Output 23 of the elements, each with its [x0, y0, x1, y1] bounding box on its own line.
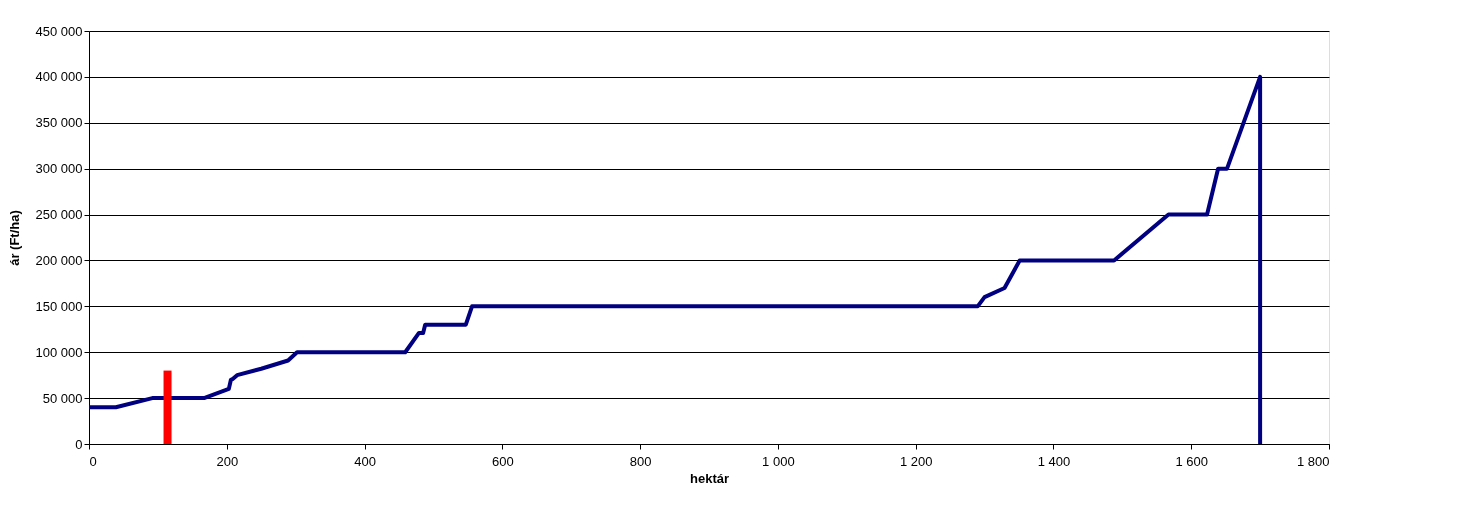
x-tick-label: 1 000	[762, 453, 795, 469]
x-tick-label: 400	[354, 453, 376, 469]
x-tick-label: 1 400	[1037, 453, 1071, 469]
y-tick-label: 400 000	[35, 69, 83, 85]
x-tick-label: 1 600	[1175, 453, 1208, 469]
line-series	[87, 74, 1263, 446]
y-tick-label: 450 000	[35, 23, 83, 39]
y-tick-label: 250 000	[35, 207, 83, 223]
y-tick-label: 50 000	[42, 390, 83, 406]
y-tick-label: 350 000	[35, 115, 83, 131]
x-tick-label: 600	[491, 453, 514, 469]
x-tick-label: 0	[89, 453, 97, 469]
y-tick-label: 200 000	[35, 252, 83, 268]
x-tick-label: 800	[629, 453, 652, 469]
x-tick-label: 200	[216, 453, 239, 469]
y-tick-label: 300 000	[35, 161, 83, 177]
x-axis-title: hektár	[689, 470, 730, 486]
x-tick-label: 1 200	[899, 453, 933, 469]
y-tick-label: 100 000	[35, 344, 83, 360]
y-tick-label: 150 000	[35, 298, 83, 314]
x-tick-label: 1 800	[1296, 453, 1330, 469]
y-tick-label: 0	[75, 436, 83, 452]
y-axis-title: ár (Ft/ha)	[6, 210, 22, 266]
